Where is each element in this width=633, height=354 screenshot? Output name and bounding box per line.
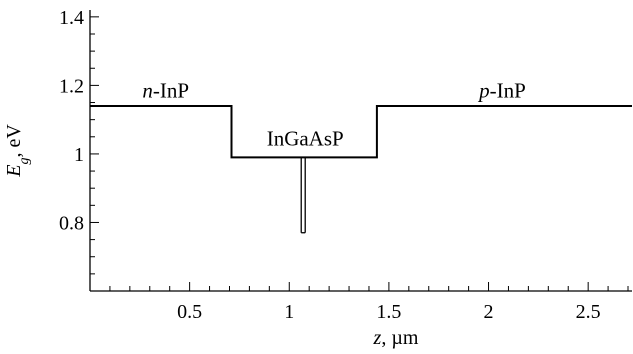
- x-tick-label: 1: [284, 301, 294, 323]
- axes: [89, 10, 632, 292]
- x-tick-label: 2: [484, 301, 494, 323]
- region-label: InGaAsP: [267, 126, 344, 150]
- x-tick-label: 1.5: [376, 301, 401, 323]
- y-tick-label: 1.2: [59, 75, 84, 97]
- x-tick-label: 2.5: [576, 301, 601, 323]
- y-tick-label: 1.4: [59, 7, 84, 29]
- region-label: p-InP: [477, 78, 526, 102]
- labels: 0.5 1 1.5 2 2.5 0.8 1 1.2 1.4 n-InP InGaAsP p-InP z,…: [3, 7, 601, 349]
- y-tick-label: 0.8: [59, 212, 84, 234]
- y-axis-title: Eg, eV: [3, 124, 32, 178]
- bandgap-profile-line: [90, 105, 632, 159]
- x-axis-title: z, µm: [373, 327, 419, 349]
- x-tick-label: 0.5: [177, 301, 202, 323]
- plot-area: [90, 105, 632, 234]
- y-tick-label: 1: [74, 144, 84, 166]
- region-label: n-InP: [142, 78, 189, 102]
- ticks: [90, 16, 629, 291]
